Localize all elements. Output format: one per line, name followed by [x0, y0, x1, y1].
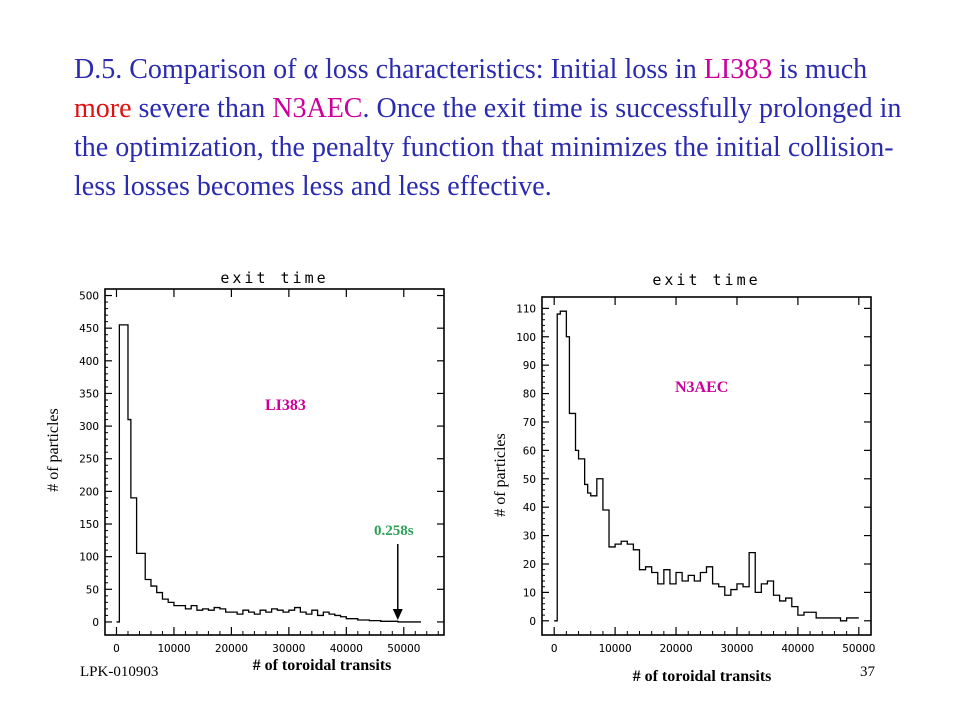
slide-title: D.5. Comparison of α loss characteristic…: [74, 50, 904, 206]
y-tick-label: 8O: [523, 388, 536, 401]
x-tick-label: O: [551, 642, 558, 655]
y-tick-label: 1OO: [516, 331, 536, 344]
x-tick-label: 4OOOO: [330, 642, 363, 655]
alpha-symbol: α: [303, 54, 319, 85]
y-tick-label: 6O: [523, 444, 536, 457]
y-tick-label: 3O: [523, 530, 536, 543]
title-part: severe than: [131, 93, 273, 124]
x-axis-label: # of toroidal transits: [633, 668, 772, 685]
title-part: . Once the exit time is successfully pro…: [74, 93, 902, 202]
y-tick-label: 5OO: [79, 290, 99, 303]
y-tick-label: 35O: [79, 387, 99, 400]
y-tick-label: O: [529, 615, 536, 628]
footer-id: LPK-010903: [80, 664, 159, 680]
y-tick-label: 2OO: [79, 485, 99, 498]
x-axis-label: # of toroidal transits: [253, 657, 392, 674]
annotation-arrow-head: [392, 608, 403, 620]
x-tick-label: 2OOOO: [215, 642, 248, 655]
title-part: loss characteristics: Initial loss in: [318, 54, 704, 85]
y-tick-label: 25O: [79, 453, 99, 466]
y-tick-label: 1O: [523, 586, 536, 599]
plot-frame: [104, 288, 445, 636]
title-part: is much: [772, 54, 868, 85]
x-tick-label: 3OOOO: [272, 642, 305, 655]
x-tick-label: 3OOOO: [720, 642, 753, 655]
x-tick-label: 5OOOO: [842, 642, 875, 655]
series-label: N3AEC: [675, 379, 728, 396]
y-tick-label: 5O: [86, 583, 99, 596]
title-more: more: [74, 93, 132, 124]
x-tick-label: 2OOOO: [659, 642, 692, 655]
y-axis-label: # of particles: [492, 433, 509, 517]
y-tick-label: 11O: [516, 302, 536, 315]
chart-title: exit time: [652, 271, 760, 289]
y-tick-label: 15O: [79, 518, 99, 531]
title-part: D.5. Comparison of: [74, 54, 304, 85]
y-tick-label: 5O: [523, 473, 536, 486]
y-tick-label: 4OO: [79, 355, 99, 368]
x-tick-label: 1OOOO: [599, 642, 632, 655]
y-tick-label: O: [92, 616, 99, 629]
series-line: [554, 310, 859, 622]
series-label: LI383: [265, 397, 306, 414]
page-number: 37: [860, 664, 875, 680]
y-tick-label: 4O: [523, 501, 536, 514]
x-tick-label: 5OOOO: [387, 642, 420, 655]
y-tick-label: 1OO: [79, 551, 99, 564]
y-tick-label: 9O: [523, 359, 536, 372]
plot-frame: [541, 296, 872, 636]
x-tick-label: O: [113, 642, 120, 655]
y-tick-label: 3OO: [79, 420, 99, 433]
x-tick-label: 1OOOO: [157, 642, 190, 655]
title-li383: LI383: [703, 54, 773, 85]
y-tick-label: 7O: [523, 416, 536, 429]
y-tick-label: 45O: [79, 322, 99, 335]
chart-title: exit time: [220, 269, 328, 287]
title-n3aec: N3AEC: [272, 93, 363, 124]
annotation-label: 0.258s: [374, 523, 414, 539]
chart-1: exit timeO5O1OO15O2OO25O3OO35O4OO45O5OOO…: [45, 269, 445, 674]
y-axis-label: # of particles: [45, 408, 62, 492]
chart-2: exit time O 1O 2O 3O 4O 5O 6O 7O 8O 9O 1OO 11O O 1OOOO…: [492, 271, 875, 685]
x-tick-label: 4OOOO: [781, 642, 814, 655]
y-tick-label: 2O: [523, 558, 536, 571]
series-line: [116, 324, 422, 623]
